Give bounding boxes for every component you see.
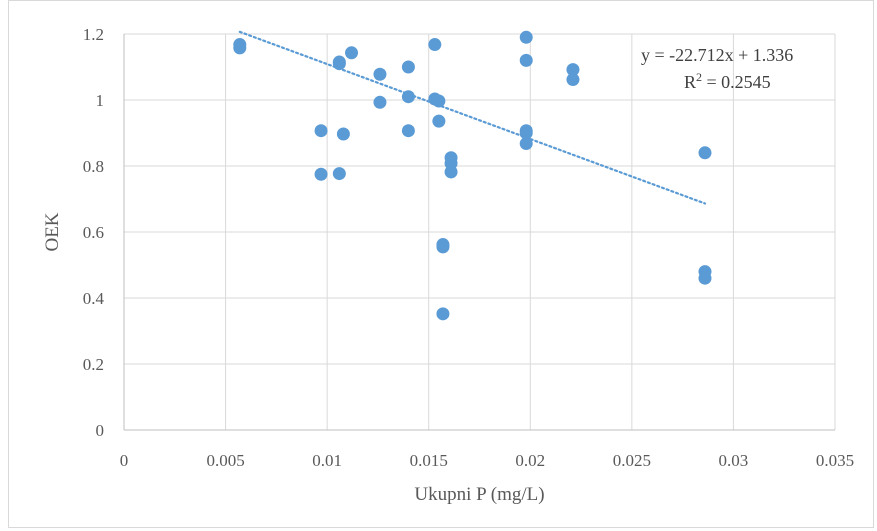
data-point [401, 124, 415, 138]
data-point [566, 63, 580, 77]
chart-border [8, 0, 874, 528]
x-tick-label: 0.025 [613, 451, 651, 470]
x-tick-label: 0 [120, 451, 129, 470]
data-point [519, 53, 533, 67]
r2-value: = 0.2545 [702, 72, 771, 92]
data-point [332, 57, 346, 71]
data-point [314, 124, 328, 138]
r2-prefix: R [684, 72, 696, 92]
y-axis-title: OEK [42, 212, 63, 251]
data-point [432, 114, 446, 128]
axes [123, 34, 835, 431]
data-point [519, 137, 533, 151]
data-point [436, 307, 450, 321]
r2-exponent: 2 [696, 70, 702, 84]
data-point [428, 38, 442, 52]
data-point [373, 67, 387, 81]
x-tick-label: 0.005 [206, 451, 244, 470]
data-point [566, 73, 580, 87]
trendline-r-squared: R2 = 0.2545 [684, 70, 771, 92]
y-tick-label: 0 [96, 421, 105, 440]
x-tick-label: 0.035 [816, 451, 854, 470]
tick-labels: 0 0.2 0.4 0.6 0.8 1 1.2 0 0.005 0.01 0.015 0.02 0.02… [83, 25, 854, 470]
y-tick-label: 1.2 [83, 25, 104, 44]
data-point [314, 167, 328, 181]
x-tick-label: 0.03 [719, 451, 749, 470]
data-point [336, 127, 350, 141]
data-point [519, 126, 533, 140]
y-tick-label: 0.4 [83, 289, 105, 308]
x-tick-label: 0.02 [515, 451, 545, 470]
trendline-equation: y = -22.712x + 1.336 [641, 45, 793, 65]
y-tick-label: 1 [96, 91, 105, 110]
data-point [432, 94, 446, 108]
data-point [698, 271, 712, 285]
x-axis-title: Ukupni P (mg/L) [414, 484, 544, 505]
data-point [401, 90, 415, 104]
data-point [444, 165, 458, 179]
y-tick-label: 0.6 [83, 223, 104, 242]
y-tick-label: 0.8 [83, 157, 104, 176]
grid-lines [124, 33, 836, 430]
data-point [401, 60, 415, 74]
data-point [233, 41, 247, 55]
trendline-layer [238, 30, 707, 205]
data-point [519, 30, 533, 44]
data-point [345, 46, 359, 60]
y-tick-label: 0.2 [83, 355, 104, 374]
trendline [238, 30, 707, 205]
data-point [373, 95, 387, 109]
data-point [698, 146, 712, 160]
x-tick-label: 0.015 [410, 451, 448, 470]
data-points [233, 30, 712, 321]
data-point [332, 167, 346, 181]
data-point [436, 240, 450, 254]
x-tick-label: 0.01 [312, 451, 342, 470]
